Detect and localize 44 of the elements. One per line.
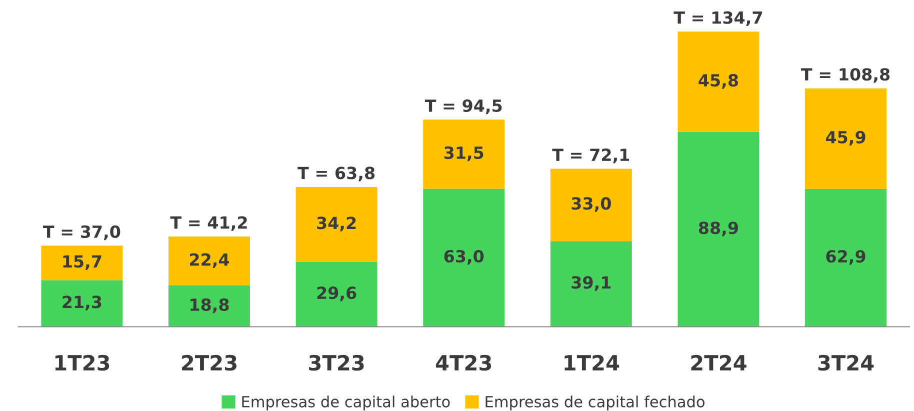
x-tick-label: 3T23 bbox=[309, 354, 364, 371]
total-label: T = 108,8 bbox=[801, 68, 890, 83]
data-label: 62,9 bbox=[826, 250, 866, 265]
data-label: 33,0 bbox=[572, 197, 611, 212]
total-label: T = 94,5 bbox=[424, 99, 502, 114]
data-label: 29,6 bbox=[317, 286, 356, 302]
data-label: 31,5 bbox=[444, 146, 484, 162]
bar bbox=[296, 262, 378, 327]
x-tick-label: 1T24 bbox=[564, 354, 620, 370]
bar bbox=[41, 246, 123, 280]
bar bbox=[168, 236, 250, 286]
legend-label: Empresas de capital fechado bbox=[486, 396, 704, 410]
bar bbox=[550, 168, 632, 242]
total-label: T = 63,8 bbox=[298, 166, 375, 182]
data-label: 45,9 bbox=[826, 130, 866, 146]
data-label: 15,7 bbox=[63, 255, 102, 270]
x-tick-label: 3T24 bbox=[818, 354, 874, 371]
data-label: 34,2 bbox=[317, 216, 356, 232]
bar bbox=[423, 188, 505, 327]
data-label: 88,9 bbox=[698, 222, 738, 236]
bar bbox=[678, 132, 760, 327]
total-label: T = 134,7 bbox=[674, 11, 762, 26]
x-tick-label: 2T23 bbox=[182, 354, 236, 371]
data-label: 63,0 bbox=[444, 250, 484, 265]
bar bbox=[550, 241, 632, 327]
legend-label: Empresas de capital aberto bbox=[242, 396, 450, 410]
total-label: T = 72,1 bbox=[552, 148, 630, 164]
bar bbox=[678, 32, 760, 132]
x-tick-label: 1T23 bbox=[55, 354, 110, 371]
bar bbox=[805, 88, 887, 189]
data-label: 18,8 bbox=[190, 298, 229, 314]
data-label: 22,4 bbox=[190, 253, 230, 268]
data-label: 39,1 bbox=[572, 276, 611, 291]
x-tick-label: 2T24 bbox=[691, 354, 746, 370]
data-label: 45,8 bbox=[698, 74, 738, 89]
total-label: T = 41,2 bbox=[170, 216, 247, 231]
bar bbox=[41, 280, 123, 327]
bar bbox=[423, 120, 505, 189]
total-label: T = 37,0 bbox=[42, 225, 120, 240]
x-tick-label: 4T23 bbox=[436, 354, 492, 371]
bar bbox=[168, 286, 250, 327]
bar bbox=[296, 186, 378, 262]
data-label: 21,3 bbox=[62, 296, 102, 310]
bar bbox=[805, 188, 887, 327]
